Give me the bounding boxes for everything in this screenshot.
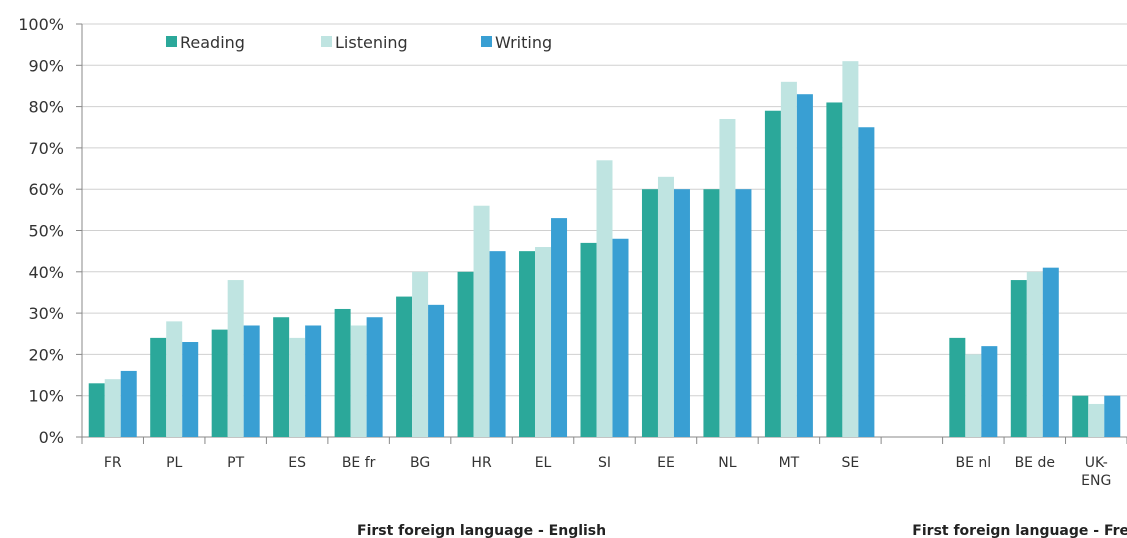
category-label: UK- [1085,455,1108,471]
category-label: BE nl [955,455,991,471]
bar-listening [473,205,490,437]
bar-reading [580,242,597,437]
bar-reading [150,337,167,437]
bar-listening [1026,271,1043,437]
y-tick-label: 70% [28,139,64,158]
category-label: NL [718,455,736,471]
bar-reading [949,337,966,437]
bar-listening [719,118,736,438]
y-tick-label: 10% [28,387,64,406]
bar-listening [842,61,859,438]
category-label: BE de [1015,455,1055,471]
y-tick-label: 0% [39,428,64,447]
category-label: BG [410,455,430,471]
y-tick-label: 30% [28,304,64,323]
group-labels: First foreign language - English First fo… [357,523,1127,538]
bar-reading [764,110,781,437]
category-label: EE [657,455,675,471]
legend-swatch-writing [481,36,492,47]
bar-reading [273,317,290,437]
category-label: FR [104,455,122,471]
bar-writing [489,251,506,437]
bar-listening [412,271,429,437]
bar-writing [612,238,629,437]
bar-reading [334,308,351,437]
y-axis: 0% 10% 20% 30% 40% 50% 60% 70% 80% 90% 100% [18,15,83,447]
bar-listening [350,325,367,437]
bar-listening [535,247,552,437]
group-label: First foreign language - French [912,523,1127,538]
category-label: SI [598,455,611,471]
category-label: PT [227,455,244,471]
group-label: First foreign language - English [357,523,606,538]
bar-writing [673,189,690,437]
legend-label-reading: Reading [180,33,245,52]
bar-reading [457,271,474,437]
y-tick-label: 60% [28,180,64,199]
category-label: ENG [1081,473,1111,489]
y-tick-label: 100% [18,15,64,34]
category-label: MT [779,455,800,471]
bar-reading [703,189,720,437]
legend-swatch-listening [321,36,332,47]
y-tick-label: 50% [28,222,64,241]
bar-writing [182,342,199,437]
bar-listening [596,160,613,438]
y-tick-label: 40% [28,263,64,282]
bar-reading [826,102,843,437]
bar-listening [780,81,797,437]
bar-listening [104,379,121,437]
bar-reading [396,296,413,437]
bar-writing [735,189,752,437]
bar-listening [657,176,674,437]
bar-writing [305,325,322,437]
bar-writing [120,370,137,437]
legend-label-writing: Writing [495,33,552,52]
category-label: BE fr [342,455,376,471]
bar-listening [1088,403,1105,437]
bar-listening [227,280,244,437]
bar-writing [1042,267,1059,437]
bar-writing [796,94,813,438]
bar-reading [1072,395,1089,437]
bar-reading [519,251,536,437]
bar-listening [166,321,183,437]
bar-writing [243,325,260,437]
bar-writing [428,304,445,437]
y-tick-label: 90% [28,56,64,75]
category-label: ES [288,455,306,471]
bar-writing [551,218,568,437]
bar-writing [366,317,383,437]
bar-writing [1104,395,1121,437]
bar-writing [981,346,998,437]
y-tick-label: 20% [28,345,64,364]
y-tick-label: 80% [28,98,64,117]
category-label: EL [535,455,552,471]
bar-listening [965,354,982,437]
legend-label-listening: Listening [335,33,408,52]
bar-reading [641,189,658,437]
category-label: HR [471,455,492,471]
x-axis: FR PL PT ES BE fr BG HR EL SI EE NL MT SE BE nl BE de U… [81,437,1127,489]
bars [88,61,1121,438]
legend-swatch-reading [166,36,177,47]
category-label: SE [842,455,860,471]
bar-reading [88,383,105,437]
legend: Reading Listening Writing [166,33,552,52]
bar-reading [211,329,228,437]
bar-writing [858,127,875,437]
category-label: PL [166,455,182,471]
bar-listening [289,337,306,437]
bar-reading [1010,280,1027,437]
